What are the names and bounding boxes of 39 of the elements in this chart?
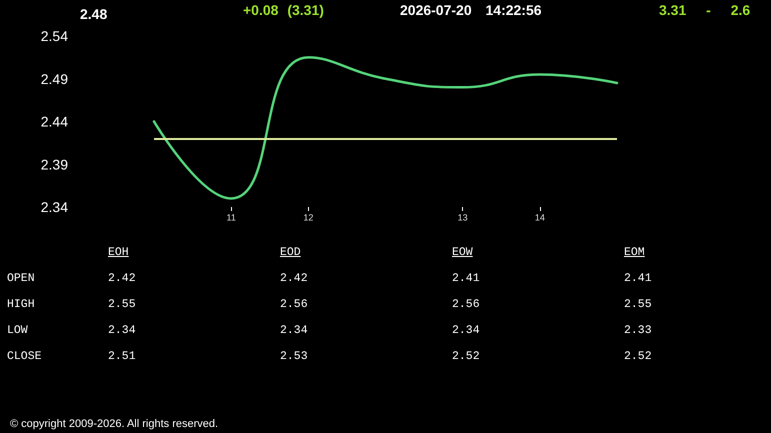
category-label: EOD <box>280 246 301 260</box>
text: 2.34 <box>108 324 136 337</box>
text: 2.56 <box>452 298 480 311</box>
text: 2026-07-20 14:22:56 <box>400 2 542 18</box>
text: 2.52 <box>624 350 652 363</box>
category-label: OPEN <box>7 272 35 285</box>
category-label: EOW <box>452 246 473 260</box>
text: 2.41 <box>624 272 652 285</box>
y-tick-label: 2.44 <box>40 114 68 130</box>
text: 2.33 <box>624 324 652 337</box>
text: 2.34 <box>280 324 308 337</box>
text: 2.42 <box>108 272 136 285</box>
text: 2.53 <box>280 350 308 363</box>
line-series <box>152 56 618 200</box>
category-label: LOW <box>7 324 28 337</box>
x-tick-label: 12 <box>303 212 314 222</box>
chart-title: 2.48 <box>80 6 108 22</box>
x-tick-label: 11 <box>226 212 236 222</box>
text: 2.56 <box>280 298 308 311</box>
text: 2.55 <box>624 298 652 311</box>
y-tick-label: 2.39 <box>40 156 68 172</box>
text: +0.08 (3.31) <box>243 2 324 18</box>
category-label: HIGH <box>7 298 35 311</box>
text: 2.42 <box>280 272 308 285</box>
y-tick-label: 2.34 <box>40 199 68 215</box>
category-label: EOH <box>108 246 129 260</box>
text: 2.41 <box>452 272 480 285</box>
y-tick-label: 2.54 <box>40 28 68 44</box>
text: 2.34 <box>452 324 480 337</box>
category-label: CLOSE <box>7 350 42 363</box>
text: 2.52 <box>452 350 480 363</box>
y-tick-label: 2.49 <box>40 70 68 87</box>
category-label: EOM <box>624 246 645 260</box>
text: 2.55 <box>108 298 136 311</box>
text: © copyright 2009-2026. All rights reserved. <box>10 418 218 431</box>
text: 3.31 - 2.6 <box>659 2 750 18</box>
text: 2.51 <box>108 350 136 363</box>
x-tick-label: 14 <box>534 212 545 222</box>
x-tick-label: 13 <box>458 212 468 222</box>
